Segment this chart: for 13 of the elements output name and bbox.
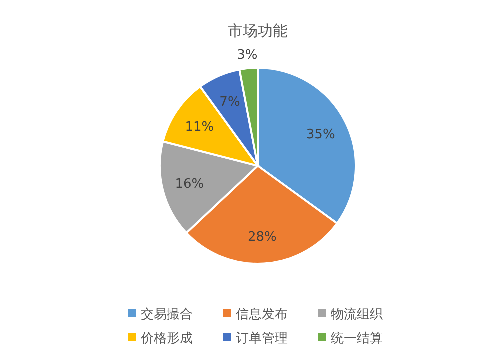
legend-label: 统一结算 <box>331 332 383 347</box>
legend-label: 订单管理 <box>236 332 288 347</box>
data-label: 16% <box>175 177 204 192</box>
legend-label: 价格形成 <box>140 332 193 347</box>
data-label: 28% <box>248 230 277 245</box>
data-label: 11% <box>185 120 214 135</box>
chart-title: 市场功能 <box>228 22 288 40</box>
data-label: 35% <box>306 128 336 143</box>
legend-label: 信息发布 <box>236 308 288 323</box>
data-label: 3% <box>237 48 258 64</box>
data-label: 7% <box>220 94 240 110</box>
legend-label: 交易撮合 <box>141 306 193 323</box>
legend-label: 物流组织 <box>331 306 383 323</box>
